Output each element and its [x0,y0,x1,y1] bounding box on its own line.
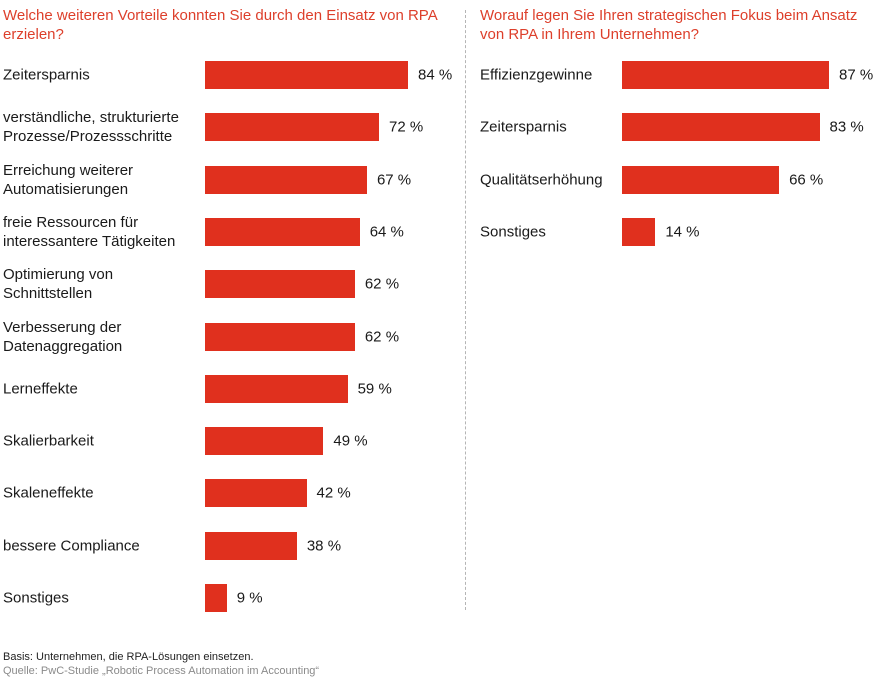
benefits-bar [205,217,360,246]
benefits-value-label: 72 % [389,118,424,136]
focus-row: Qualitätserhöhung 66 % [480,165,880,194]
benefits-bar [205,584,227,612]
benefits-bar [205,270,355,299]
benefits-bar [205,531,297,560]
benefits-row: bessere Compliance 38 % [3,531,463,560]
focus-category-label: Qualitätserhöhung [480,171,603,189]
footnote-basis: Basis: Unternehmen, die RPA-Lösungen ein… [3,651,254,663]
benefits-value-label: 59 % [357,380,392,398]
benefits-row: Lerneffekte 59 % [3,374,463,403]
panel-divider [465,10,466,610]
benefits-category-label: Erreichung weiterer Automatisierungen [3,161,134,198]
focus-category-label: Sonstiges [480,223,546,241]
benefits-bar [205,113,380,142]
benefits-category-label: Verbesserung der Datenaggregation [3,318,123,355]
benefits-category-label: Zeitersparnis [3,66,90,84]
benefits-bar [205,374,348,403]
benefits-category-label: Sonstiges [3,589,69,607]
chart-title-benefits: Welche weiteren Vorteile konnten Sie dur… [3,7,437,43]
benefits-row: Sonstiges 9 % [3,584,463,612]
benefits-value-label: 62 % [364,275,400,293]
focus-value-label: 14 % [665,223,700,241]
focus-category-label: Effizienzgewinne [480,66,593,84]
benefits-bar [205,427,324,456]
benefits-row: Erreichung weiterer Automatisierungen 67 … [3,162,463,198]
benefits-value-label: 62 % [364,328,400,345]
focus-value-label: 87 % [839,66,874,84]
benefits-value-label: 38 % [306,537,342,555]
benefits-row: Optimierung von Schnittstellen 62 % [3,266,463,302]
benefits-bar [205,322,355,351]
benefits-category-label: Skalierbarkeit [3,432,94,450]
focus-bar [622,61,830,89]
benefits-row: Verbesserung der Datenaggregation 62 % [3,319,463,355]
benefits-value-label: 84 % [418,66,453,84]
benefits-bar [205,479,307,508]
focus-bar [622,113,820,142]
benefits-category-label: Lerneffekte [3,380,78,398]
focus-row: Sonstiges 14 % [480,217,880,246]
focus-bar [622,165,780,194]
benefits-row: Skaleneffekte 42 % [3,479,463,508]
focus-row: Effizienzgewinne 87 % [480,61,880,89]
benefits-bar [205,165,367,194]
benefits-category-label: Optimierung von Schnittstellen [3,266,114,303]
focus-value-label: 66 % [789,171,824,189]
benefits-value-label: 42 % [316,484,351,502]
benefits-value-label: 67 % [376,171,412,189]
benefits-category-label: freie Ressourcen für interessantere Täti… [3,213,176,250]
footnote-source: Quelle: PwC-Studie „Robotic Process Auto… [3,665,320,677]
benefits-value-label: 49 % [333,432,368,450]
benefits-row: freie Ressourcen für interessantere Täti… [3,214,463,250]
focus-value-label: 83 % [829,118,864,136]
focus-row: Zeitersparnis 83 % [480,113,880,142]
benefits-category-label: verständliche, strukturierte Prozesse/Pr… [3,109,179,146]
chart-title-focus: Worauf legen Sie Ihren strategischen Fok… [480,7,858,43]
benefits-row: verständliche, strukturierte Prozesse/Pr… [3,109,463,145]
benefits-category-label: Skaleneffekte [3,484,94,502]
benefits-bar [205,61,409,89]
benefits-row: Skalierbarkeit 49 % [3,427,463,456]
benefits-value-label: 9 % [236,589,263,607]
focus-bar [622,217,656,246]
focus-category-label: Zeitersparnis [480,118,567,136]
benefits-value-label: 64 % [369,223,404,241]
benefits-category-label: bessere Compliance [3,537,140,555]
benefits-row: Zeitersparnis 84 % [3,61,463,89]
